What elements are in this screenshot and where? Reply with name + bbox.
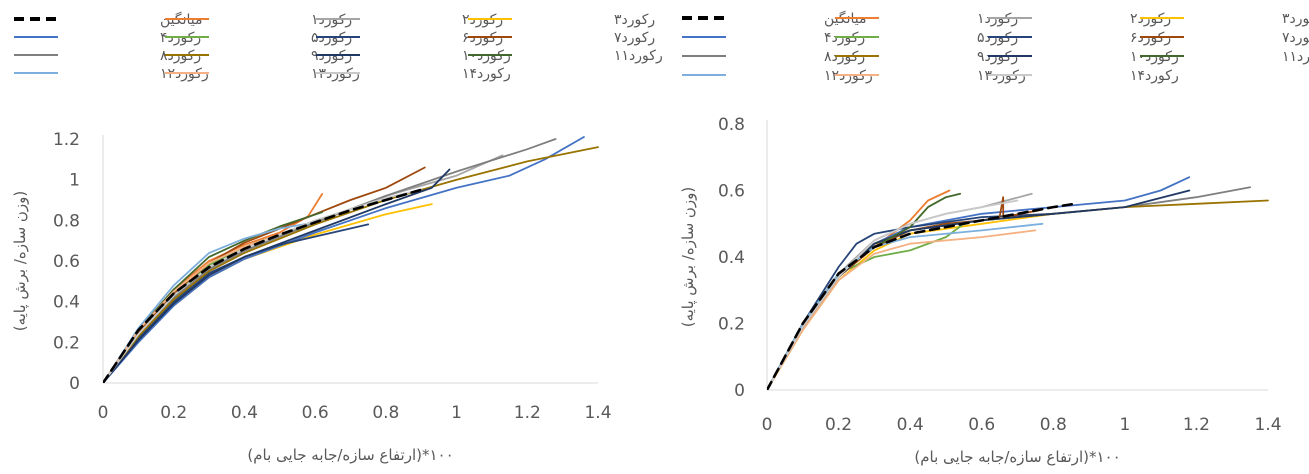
chart-right-y-tick-label: 0.8 [718, 115, 745, 135]
chart-left-y-axis-title: (وزن سازه/ برش پایه) [11, 191, 30, 332]
chart-right-x-tick-label: 0.6 [968, 415, 995, 435]
chart-right: میانگینرکورد١رکورد٢رکورد٣رکورد۴رکورد۵رکو… [679, 10, 1309, 466]
chart-left-x-tick-label: 1 [451, 403, 462, 423]
chart-right-y-tick-label: 0.6 [718, 182, 745, 202]
chart-left-y-tick-label: 0 [69, 374, 80, 394]
chart-right-x-tick-label: 0.4 [897, 415, 924, 435]
chart-left-y-tick-label: 0.6 [53, 252, 80, 272]
chart-right-series-line-average [767, 202, 1077, 390]
chart-left-x-tick-label: 1.2 [514, 403, 541, 423]
chart-left-series-line-record-14 [103, 188, 423, 383]
chart-right-series-line-record-6 [767, 212, 1055, 390]
chart-left-y-tick-label: 0.2 [53, 333, 80, 353]
chart-right-x-tick-label: 1.2 [1183, 415, 1210, 435]
chart-right-legend-label: رکورد٣ [1282, 11, 1309, 27]
chart-left-x-tick-label: 0.2 [160, 403, 187, 423]
chart-right-x-tick-label: 0 [762, 415, 773, 435]
chart-left-y-tick-label: 0.8 [53, 211, 80, 231]
chart-left-legend-label: رکورد١١ [614, 48, 663, 64]
chart-left-plot-area: 0 0.2 0.4 0.6 0.8 1 1.2 1.4 0 0.2 0.4 0.6 0.8 1 1.2 ١٠٠… [11, 130, 612, 464]
chart-right-y-tick-label: 0 [734, 381, 745, 401]
chart-left-series-line-record-8 [103, 138, 557, 383]
chart-left-series-line-record-4 [103, 136, 585, 383]
chart-left-series-line-record-7 [103, 166, 426, 383]
chart-left-x-tick-label: 1.4 [584, 403, 611, 423]
chart-right-series-group [767, 176, 1269, 390]
chart-left-legend-label: رکورد١۴ [462, 66, 511, 82]
chart-left-legend: میانگینرکورد١رکورد٢رکورد٣رکورد۴رکورد۵رکو… [14, 11, 663, 82]
chart-right-y-axis-title: (وزن سازه/ برش پایه) [679, 187, 698, 328]
chart-left-series-line-record-5 [103, 223, 317, 383]
chart-right-legend-label: رکورد١١ [1282, 49, 1309, 65]
chart-right-legend-label: رکورد١۴ [1130, 68, 1179, 84]
chart-left-legend-label: رکورد٧ [614, 30, 655, 46]
chart-right-series-line-record-9 [767, 199, 1269, 390]
chart-left-x-tick-label: 0.6 [302, 403, 329, 423]
chart-right-x-tick-label: 0.8 [1040, 415, 1067, 435]
chart-left-y-tick-label: 0.4 [53, 293, 80, 313]
chart-left-series-line-record-2 [103, 154, 504, 383]
chart-right-x-tick-label: 1.4 [1254, 415, 1281, 435]
chart-left-series-line-record-10 [103, 168, 451, 383]
chart-right-legend-label: رکورد٧ [1282, 30, 1309, 46]
chart-left-x-tick-label: 0 [98, 403, 109, 423]
chart-right-series-line-record-14 [767, 199, 1019, 390]
chart-left-y-tick-label: 1.2 [53, 130, 80, 150]
chart-left-x-tick-label: 0.4 [231, 403, 258, 423]
chart-left-legend-label: رکورد٣ [614, 12, 655, 28]
chart-left-series-line-record-12 [103, 221, 317, 383]
chart-left-series-line-record-11 [103, 211, 324, 383]
chart-right-series-line-record-13 [767, 229, 1037, 390]
chart-right-x-tick-label: 0.2 [825, 415, 852, 435]
chart-right-x-tick-label: 1 [1119, 415, 1130, 435]
chart-right-legend: میانگینرکورد١رکورد٢رکورد٣رکورد۴رکورد۵رکو… [682, 10, 1309, 84]
chart-right-x-axis-title: ١٠٠*(ارتفاع سازه/جابه جایی بام) [914, 448, 1120, 466]
chart-right-series-line-record-12 [767, 222, 1044, 390]
chart-right-plot-area: 0 0.2 0.4 0.6 0.8 1 1.2 1.4 0 0.2 0.4 0.6 0.8 ١٠٠*(ار… [679, 115, 1282, 466]
chart-right-series-line-record-3 [767, 212, 1055, 390]
chart-left-series-line-record-9 [103, 146, 599, 383]
chart-left-series-group [103, 136, 599, 383]
chart-right-y-tick-label: 0.4 [718, 248, 745, 268]
chart-left-series-line-average [103, 188, 423, 383]
chart-left-y-tick-label: 1 [69, 171, 80, 191]
chart-right-y-tick-label: 0.2 [718, 315, 745, 335]
chart-left-x-axis-title: ١٠٠*(ارتفاع سازه/جابه جایی بام) [247, 446, 453, 464]
chart-left: میانگینرکورد١رکورد٢رکورد٣رکورد۴رکورد۵رکو… [11, 11, 663, 464]
chart-left-x-tick-label: 0.8 [372, 403, 399, 423]
